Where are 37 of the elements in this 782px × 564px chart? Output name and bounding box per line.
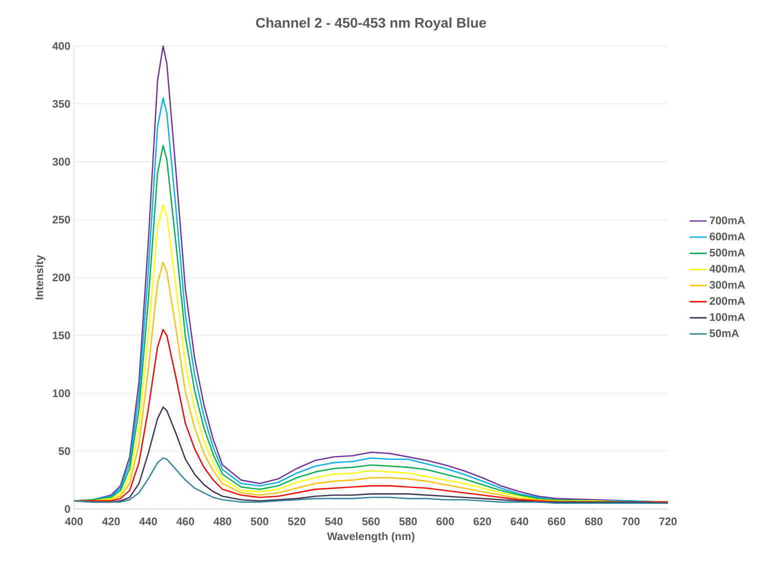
x-tick-label: 520: [288, 518, 306, 526]
x-tick-label: 560: [362, 518, 380, 526]
x-tick-label: 400: [65, 518, 83, 526]
legend-label: 400mA: [709, 264, 745, 273]
x-tick-label: 640: [510, 518, 528, 526]
x-tick-label: 460: [176, 518, 194, 526]
x-tick-label: 480: [214, 518, 232, 526]
x-axis-title: Wavelength (nm): [327, 532, 414, 542]
y-tick-label: 300: [52, 158, 70, 166]
legend-label: 300mA: [710, 280, 745, 289]
x-tick-label: 600: [436, 518, 454, 526]
x-tick-label: 440: [139, 518, 157, 526]
x-tick-label: 420: [102, 518, 120, 526]
x-tick-label: 580: [399, 518, 417, 526]
legend-label: 600mA: [710, 232, 745, 240]
x-tick-label: 720: [659, 518, 677, 526]
y-tick-label: 150: [52, 331, 70, 340]
y-tick-label: 200: [52, 274, 70, 282]
legend-label: 500mA: [710, 248, 745, 256]
x-tick-label: 700: [622, 518, 640, 526]
y-tick-label: 100: [52, 389, 70, 398]
y-tick-label: 0: [64, 505, 70, 513]
y-tick-label: 350: [52, 100, 70, 108]
x-tick-label: 620: [474, 518, 492, 526]
y-tick-label: 50: [58, 447, 70, 455]
x-tick-label: 500: [250, 518, 268, 526]
chart-title: Channel 2 - 450-453 nm Royal Blue: [256, 17, 486, 30]
legend-label: 200mA: [710, 297, 745, 305]
x-tick-label: 660: [548, 518, 566, 526]
y-axis-title: Intensity: [35, 255, 46, 300]
x-tick-label: 680: [585, 518, 602, 526]
legend-label: 100mA: [710, 313, 745, 322]
y-tick-label: 400: [52, 42, 70, 50]
legend-label: 700mA: [710, 216, 745, 224]
y-tick-label: 250: [52, 216, 70, 224]
x-tick-label: 540: [325, 518, 343, 526]
legend-label: 50mA: [710, 329, 739, 338]
